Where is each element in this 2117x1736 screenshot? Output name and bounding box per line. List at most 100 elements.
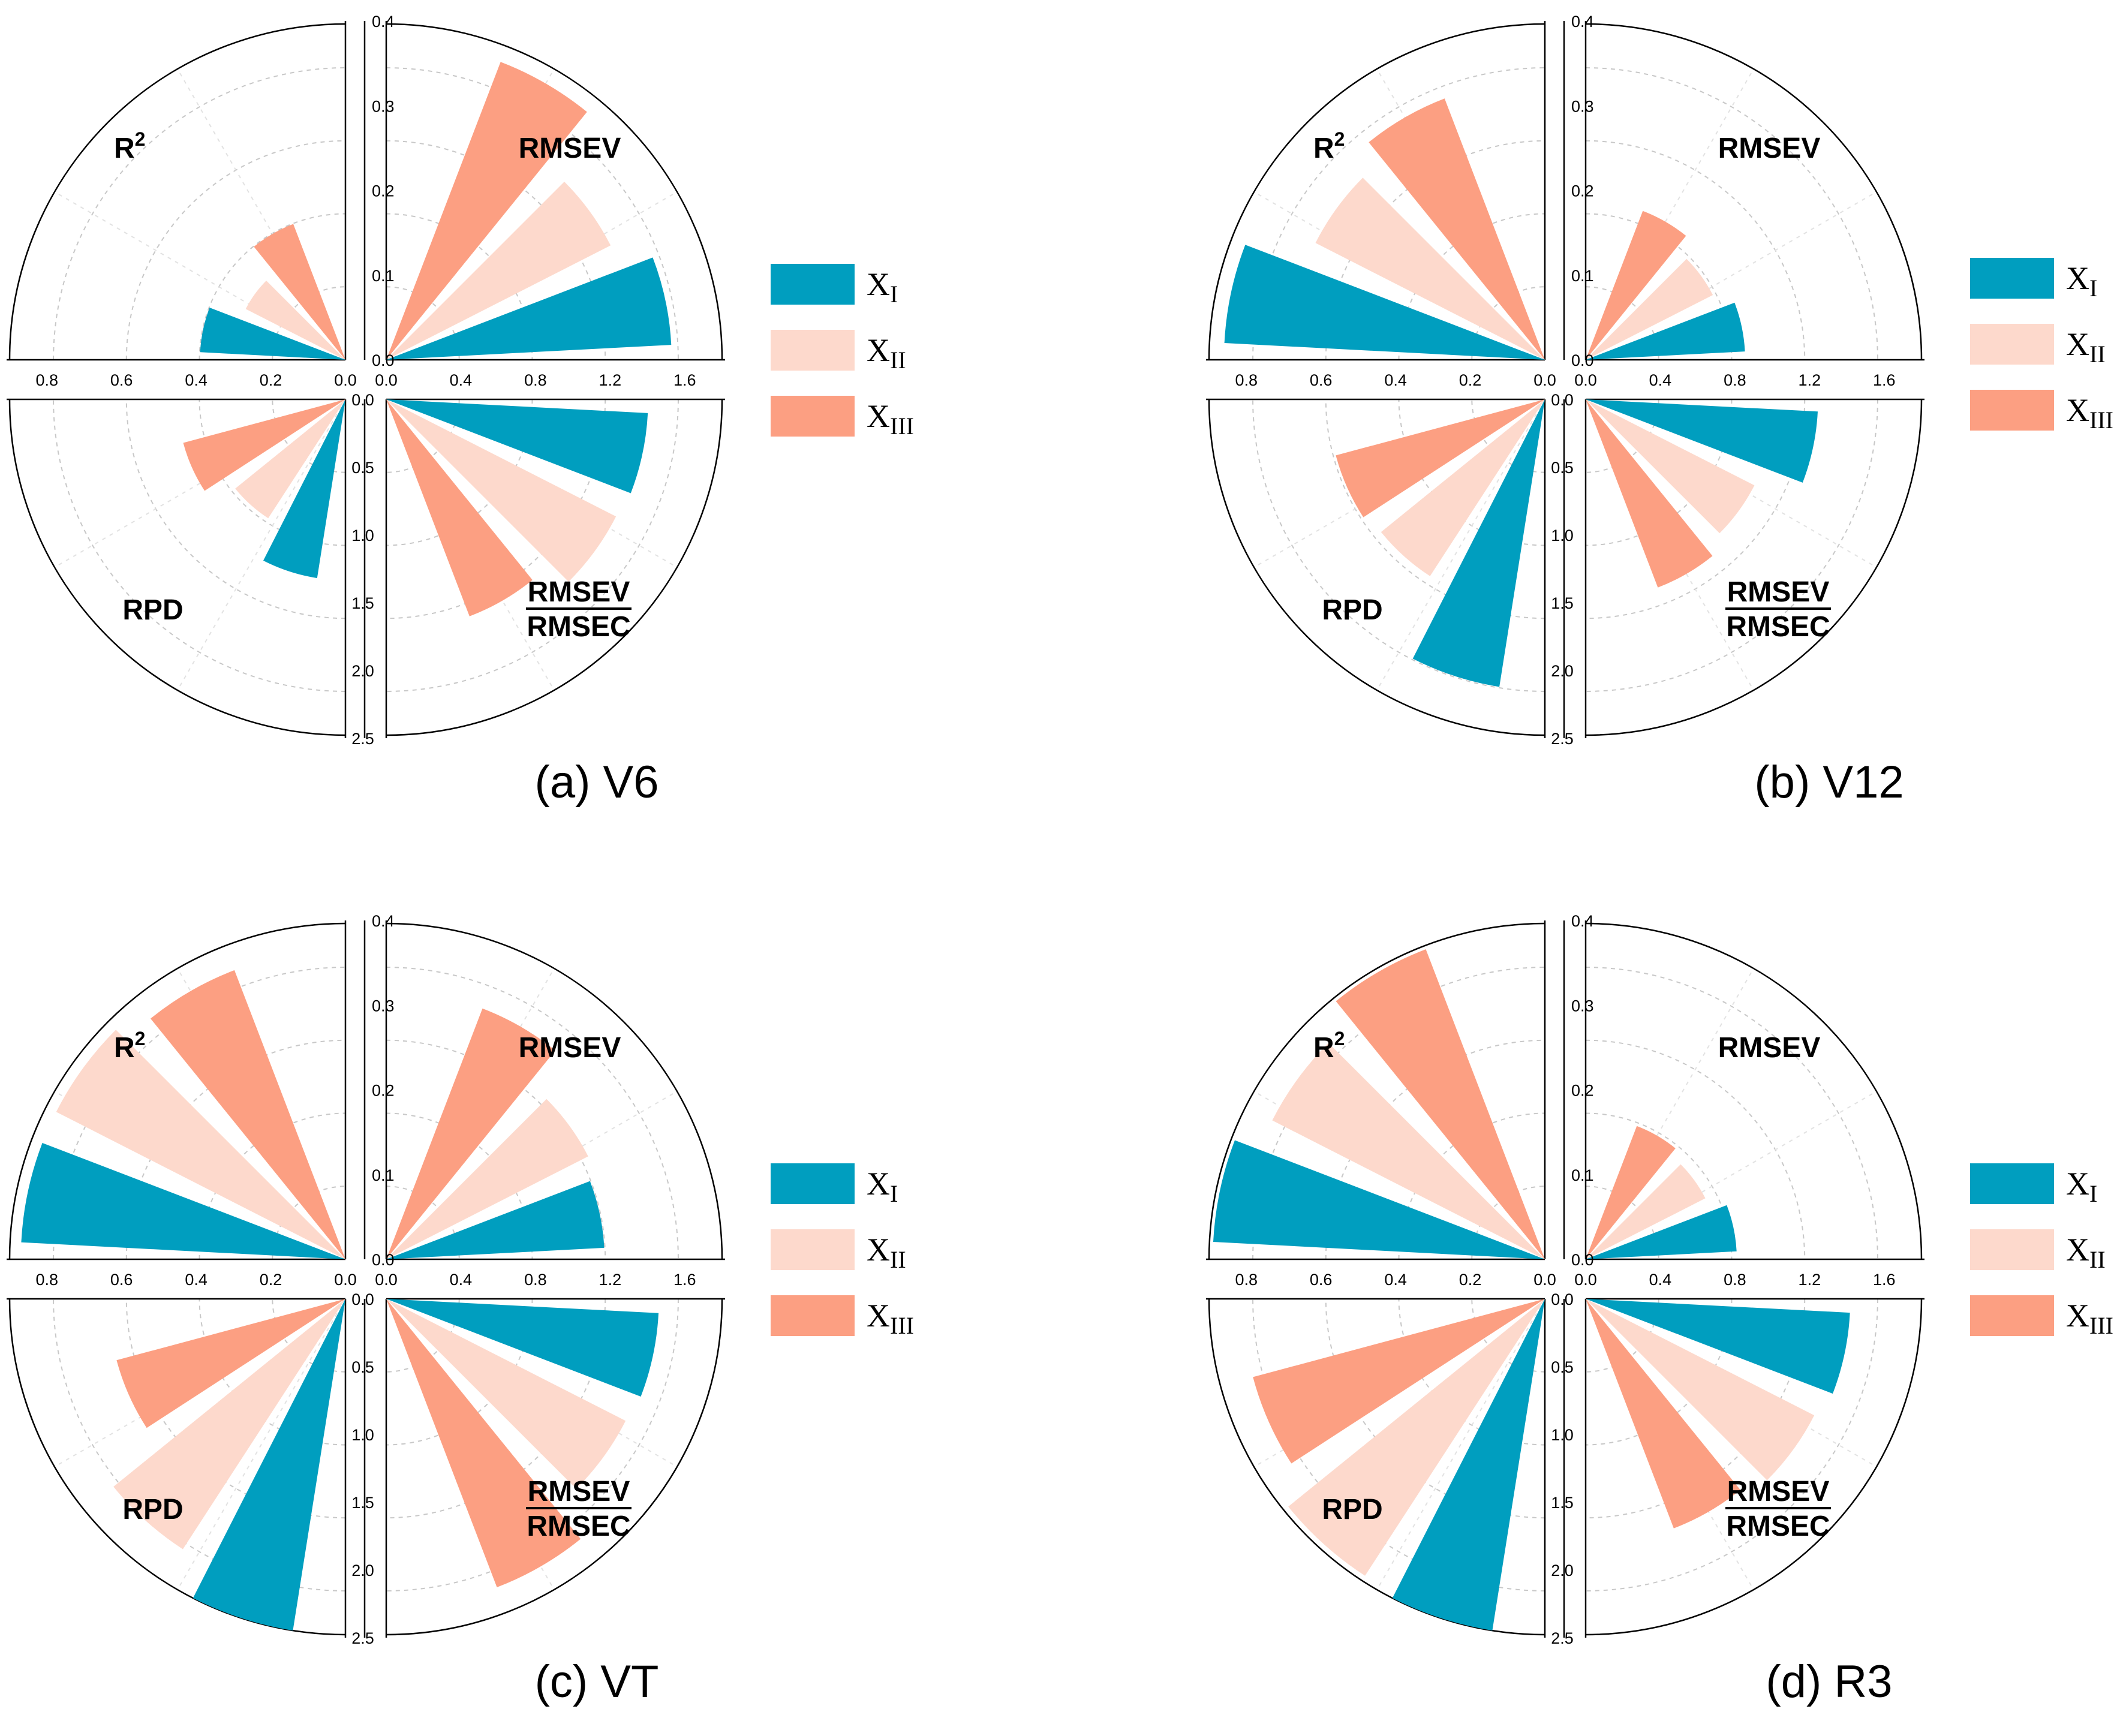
legend-swatch <box>1970 1163 2054 1204</box>
bar-r2-xiii[interactable] <box>254 224 345 360</box>
bar-r2-xii[interactable] <box>1315 177 1545 360</box>
bar-rmsev-xi[interactable] <box>386 1181 605 1259</box>
bar-rpd-xii[interactable] <box>235 399 345 519</box>
bar-rmsev-xiii[interactable] <box>1586 1126 1676 1259</box>
bar-ratio-xii[interactable] <box>1586 1299 1815 1481</box>
chart-panel-2: 0.0 0.1 0.2 0.3 0.4 0.0 0.2 0.4 0.6 0.8 0.0 0.4 0.8 1… <box>1206 13 2113 808</box>
rmsev-label: RMSEV <box>1718 1032 1821 1064</box>
bar-ratio-xi[interactable] <box>1586 1299 1850 1394</box>
rmsev-tick-label: 0.0 <box>1571 351 1594 369</box>
outer-arc <box>1208 23 1545 360</box>
bar-rmsev-xii[interactable] <box>386 1099 588 1259</box>
rpd-tick-label: 1.2 <box>1799 371 1821 389</box>
r2-label-superscript: 2 <box>135 128 146 150</box>
bar-rpd-xi[interactable] <box>1412 399 1545 687</box>
bar-rpd-xii[interactable] <box>113 1299 345 1550</box>
bar-r2-xi[interactable] <box>200 308 345 360</box>
grid-ring <box>53 399 346 692</box>
bar-ratio-xii[interactable] <box>386 399 617 582</box>
bar-r2-xii[interactable] <box>1272 1043 1545 1259</box>
bar-ratio-xiii[interactable] <box>1586 399 1713 588</box>
ratio-tick-label: 1.5 <box>351 594 374 612</box>
r2-tick-label: 0.8 <box>35 1271 58 1289</box>
bar-r2-xi[interactable] <box>1213 1140 1545 1260</box>
rmsev-tick-label: 0.1 <box>372 1166 395 1184</box>
bar-rpd-xi[interactable] <box>263 399 345 579</box>
legend-swatch <box>1970 390 2054 431</box>
outer-arc <box>8 399 346 736</box>
bar-rpd-xiii[interactable] <box>1253 1299 1545 1464</box>
quadrant-rmsev <box>1585 23 1923 360</box>
bar-ratio-xiii[interactable] <box>386 1299 581 1587</box>
bar-ratio-xii[interactable] <box>386 1299 626 1489</box>
bar-r2-xii[interactable] <box>245 281 345 360</box>
bar-rmsev-xii[interactable] <box>1586 1164 1706 1259</box>
bar-r2-xiii[interactable] <box>1369 98 1545 360</box>
bar-rmsev-xiii[interactable] <box>386 1008 555 1259</box>
legend-label: XIII <box>867 1298 914 1339</box>
rmsev-tick-label: 0.0 <box>372 1251 395 1269</box>
bar-rpd-xii[interactable] <box>1381 399 1545 576</box>
grid-ring <box>1585 967 1878 1260</box>
rmsev-tick-label: 0.2 <box>372 182 395 200</box>
bar-rmsev-xi[interactable] <box>1586 302 1745 360</box>
bar-rmsev-xi[interactable] <box>1586 1205 1737 1259</box>
rpd-tick-label: 1.2 <box>599 1271 622 1289</box>
bar-ratio-xi[interactable] <box>1586 399 1818 483</box>
ratio-denominator-label: RMSEC <box>527 611 630 643</box>
bar-ratio-xiii[interactable] <box>386 399 533 616</box>
outer-arc <box>386 23 723 360</box>
ratio-tick-label: 2.0 <box>1551 1562 1574 1579</box>
bar-rmsev-xii[interactable] <box>386 182 611 360</box>
r2-tick-label: 0.0 <box>1533 1271 1556 1289</box>
outer-arc <box>386 1298 723 1636</box>
rpd-tick-label: 1.6 <box>673 371 696 389</box>
ratio-tick-label: 1.0 <box>1551 1426 1574 1444</box>
r2-label-superscript: 2 <box>135 1028 146 1049</box>
ratio-denominator-label: RMSEC <box>1726 611 1830 643</box>
rpd-label: RPD <box>1322 594 1382 626</box>
bar-rpd-xiii[interactable] <box>183 399 346 491</box>
r2-tick-label: 0.4 <box>1384 1271 1407 1289</box>
bar-rpd-xii[interactable] <box>1288 1299 1545 1576</box>
ratio-tick-label: 2.5 <box>351 730 374 748</box>
bar-r2-xiii[interactable] <box>151 970 345 1259</box>
bar-rpd-xi[interactable] <box>193 1299 345 1631</box>
bar-ratio-xiii[interactable] <box>1586 1299 1740 1529</box>
bar-r2-xi[interactable] <box>1224 245 1545 360</box>
ratio-tick-label: 2.0 <box>351 1562 374 1579</box>
legend-label-subscript: I <box>890 281 898 308</box>
legend-label-subscript: I <box>2089 275 2097 302</box>
r2-tick-label: 0.2 <box>260 371 282 389</box>
bar-rpd-xi[interactable] <box>1392 1299 1545 1631</box>
bar-ratio-xi[interactable] <box>386 399 648 494</box>
bar-rmsev-xiii[interactable] <box>386 62 587 360</box>
chart-panel-4: 0.0 0.1 0.2 0.3 0.4 0.0 0.2 0.4 0.6 0.8 0.0 0.4 0.8 1… <box>1206 912 2113 1707</box>
r2-tick-label: 0.2 <box>260 1271 282 1289</box>
bar-r2-xiii[interactable] <box>1336 949 1545 1259</box>
r2-tick-label: 0.0 <box>1533 371 1556 389</box>
bar-rmsev-xi[interactable] <box>386 257 672 360</box>
rpd-tick-label: 0.0 <box>1574 1271 1597 1289</box>
ratio-tick-label: 0.5 <box>351 459 374 477</box>
grid-ring <box>199 399 346 546</box>
grid-ring <box>1585 1298 1878 1591</box>
bar-rmsev-xii[interactable] <box>1586 258 1713 360</box>
outer-arc <box>386 399 723 736</box>
legend-label: XII <box>867 332 906 374</box>
ratio-tick-label: 0.0 <box>351 391 374 409</box>
rpd-tick-label: 0.8 <box>1724 1271 1746 1289</box>
legend-label: XII <box>2066 1232 2106 1273</box>
rpd-tick-label: 0.0 <box>375 1271 398 1289</box>
bar-ratio-xi[interactable] <box>386 1299 659 1397</box>
bar-r2-xii[interactable] <box>56 1030 345 1259</box>
bar-ratio-xii[interactable] <box>1586 399 1755 534</box>
bar-r2-xi[interactable] <box>21 1143 345 1259</box>
legend-label: XI <box>2066 1166 2097 1207</box>
legend: XI XII XIII <box>771 1163 914 1339</box>
bar-rpd-xiii[interactable] <box>1336 399 1545 518</box>
bar-rmsev-xiii[interactable] <box>1586 210 1686 360</box>
ratio-tick-label: 0.0 <box>351 1290 374 1308</box>
bar-rpd-xiii[interactable] <box>116 1299 345 1428</box>
